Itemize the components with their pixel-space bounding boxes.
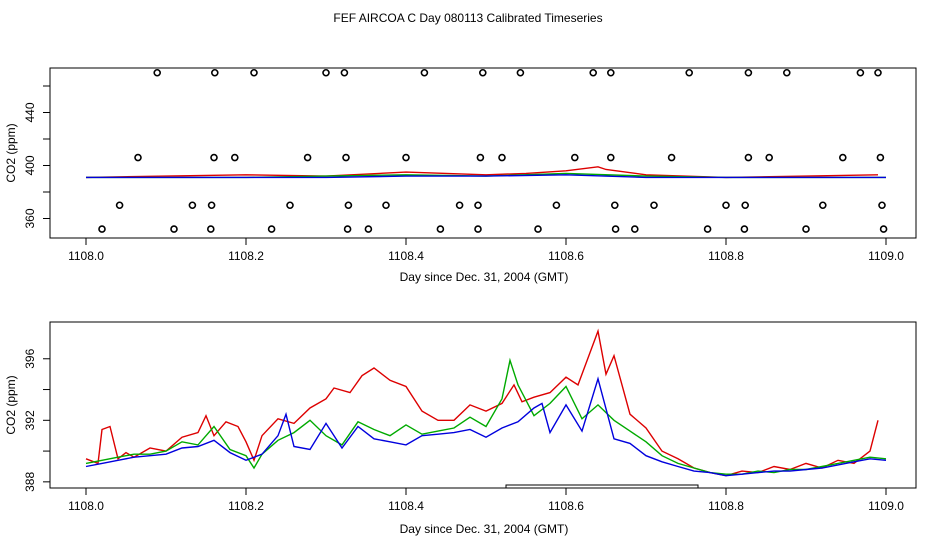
x-tick-label: 1108.8 [708,249,744,263]
flag-marker [364,225,373,233]
chart-title: FEF AIRCOA C Day 080113 Calibrated Times… [333,11,602,25]
y-tick-label: 392 [23,410,37,430]
flag-marker [250,68,258,77]
series-line-red [85,328,879,477]
flag-marker [498,153,506,162]
flag-marker [402,153,410,162]
top-x-axis: 1108.0 1108.2 1108.4 1108.6 1108.8 1109.0 [68,238,904,263]
flag-marker [606,68,615,77]
x-tick-label: 1108.0 [68,249,104,263]
flag-marker [516,68,525,77]
flag-marker [630,225,639,233]
x-tick-label: 1108.4 [388,249,424,263]
flag-marker [876,153,885,162]
flag-marker [703,225,712,233]
top-plot-frame [49,67,917,239]
flag-marker [765,153,774,162]
flag-marker [874,68,882,77]
flag-marker [589,68,598,77]
flag-marker [476,153,485,162]
flag-marker [685,68,694,77]
flag-marker [741,201,750,210]
x-tick-label: 1109.0 [868,499,904,513]
flag-marker [153,68,161,77]
top-panel-marks [85,68,888,233]
flag-marker [838,153,847,162]
flag-marker [382,201,390,210]
flag-marker [303,153,312,162]
x-tick-label: 1108.2 [228,249,264,263]
y-tick-label: 440 [23,102,37,122]
x-tick-label: 1108.6 [548,249,584,263]
flag-marker [188,201,197,210]
flag-marker [552,201,561,210]
flag-marker [455,201,464,210]
y-tick-label: 360 [23,208,37,228]
flag-marker [342,153,350,162]
flag-marker [344,201,353,210]
flag-marker [231,153,239,162]
bottom-x-axis: 1108.0 1108.2 1108.4 1108.6 1108.8 1109.0 [68,488,904,513]
top-y-axis: 360 400 440 [23,85,50,229]
flag-marker [570,153,579,162]
x-tick-label: 1108.8 [708,499,744,513]
series-line-blue [85,376,887,477]
flag-marker [534,225,542,233]
flag-marker [744,153,753,162]
flag-marker [420,68,429,77]
bottom-plot-frame [49,321,917,489]
flag-marker [667,153,676,162]
flag-marker [856,68,865,77]
flag-marker [606,153,615,162]
flag-marker [115,201,124,210]
flag-marker [879,225,888,233]
flag-marker [211,68,219,77]
flag-marker [210,153,218,162]
flag-marker [782,68,791,77]
y-tick-label: 400 [23,155,37,175]
flag-marker [478,68,487,77]
top-panel: 1108.0 1108.2 1108.4 1108.6 1108.8 1109.0 360… [4,67,917,284]
bottom-y-axis-label: CO2 (ppm) [4,375,18,434]
flag-marker [286,201,294,210]
flag-marker [134,153,142,162]
flag-marker [343,225,352,233]
top-y-axis-label: CO2 (ppm) [4,123,18,182]
y-tick-label: 388 [23,472,37,492]
bottom-y-axis: 388 392 396 [23,348,50,492]
flag-marker [98,225,106,233]
x-tick-label: 1108.6 [548,499,584,513]
flag-marker [802,225,810,233]
time-range-bar [505,484,699,488]
flag-marker [610,201,619,210]
flag-marker [322,68,330,77]
x-tick-label: 1108.0 [68,499,104,513]
flag-marker [878,201,886,210]
flag-marker [722,201,730,210]
flag-marker [207,225,215,233]
x-tick-label: 1108.2 [228,499,264,513]
flag-marker [818,201,827,210]
x-tick-label: 1109.0 [868,249,904,263]
flag-marker [267,225,276,233]
flag-marker [650,201,658,210]
flag-marker [474,225,482,233]
flag-marker [611,225,620,233]
y-tick-label: 396 [23,348,37,368]
bottom-panel: 1108.0 1108.2 1108.4 1108.6 1108.8 1109.0 388… [4,321,917,536]
top-x-axis-label: Day since Dec. 31, 2004 (GMT) [400,270,569,284]
series-line-blue [86,174,886,179]
flag-marker [170,225,178,233]
flag-marker [474,201,482,210]
bottom-x-axis-label: Day since Dec. 31, 2004 (GMT) [400,522,569,536]
flag-marker [340,68,349,77]
flag-marker [207,201,216,210]
flag-marker [744,68,753,77]
flag-marker [436,225,445,233]
bottom-panel-marks [85,328,887,488]
flag-marker [740,225,749,233]
x-tick-label: 1108.4 [388,499,424,513]
